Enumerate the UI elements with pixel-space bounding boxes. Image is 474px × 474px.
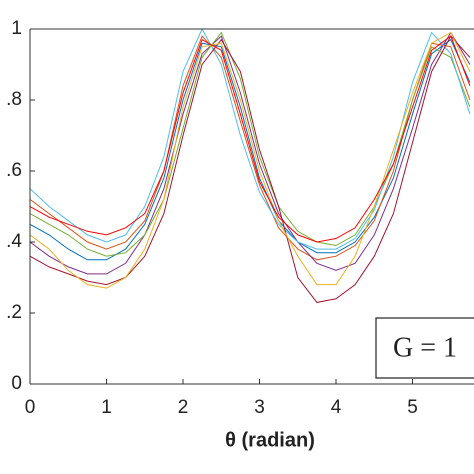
x-tick-label: 0 — [25, 397, 36, 418]
data-line — [30, 31, 471, 275]
x-tick-label: 1 — [101, 397, 112, 418]
y-tick-label: .2 — [6, 302, 22, 323]
plot-lines — [30, 28, 471, 303]
y-tick-label: 1 — [11, 18, 22, 39]
y-tick-label: .8 — [6, 89, 22, 110]
x-tick-label: 5 — [407, 397, 418, 418]
x-tick-label: 4 — [331, 397, 342, 418]
data-line — [30, 28, 471, 250]
data-line — [30, 35, 471, 303]
x-tick-label: 2 — [178, 397, 189, 418]
x-tick-label: 3 — [254, 397, 265, 418]
x-axis-label: θ (radian) — [225, 429, 315, 451]
y-tick-label: .6 — [6, 160, 22, 181]
data-line — [30, 35, 471, 243]
y-tick-label: 0 — [11, 373, 22, 394]
data-line — [30, 38, 471, 261]
annotation: G = 1 — [393, 332, 457, 363]
y-tick-label: .4 — [6, 231, 22, 252]
data-line — [30, 35, 471, 261]
annotation-box — [375, 317, 474, 379]
data-line — [30, 31, 471, 289]
